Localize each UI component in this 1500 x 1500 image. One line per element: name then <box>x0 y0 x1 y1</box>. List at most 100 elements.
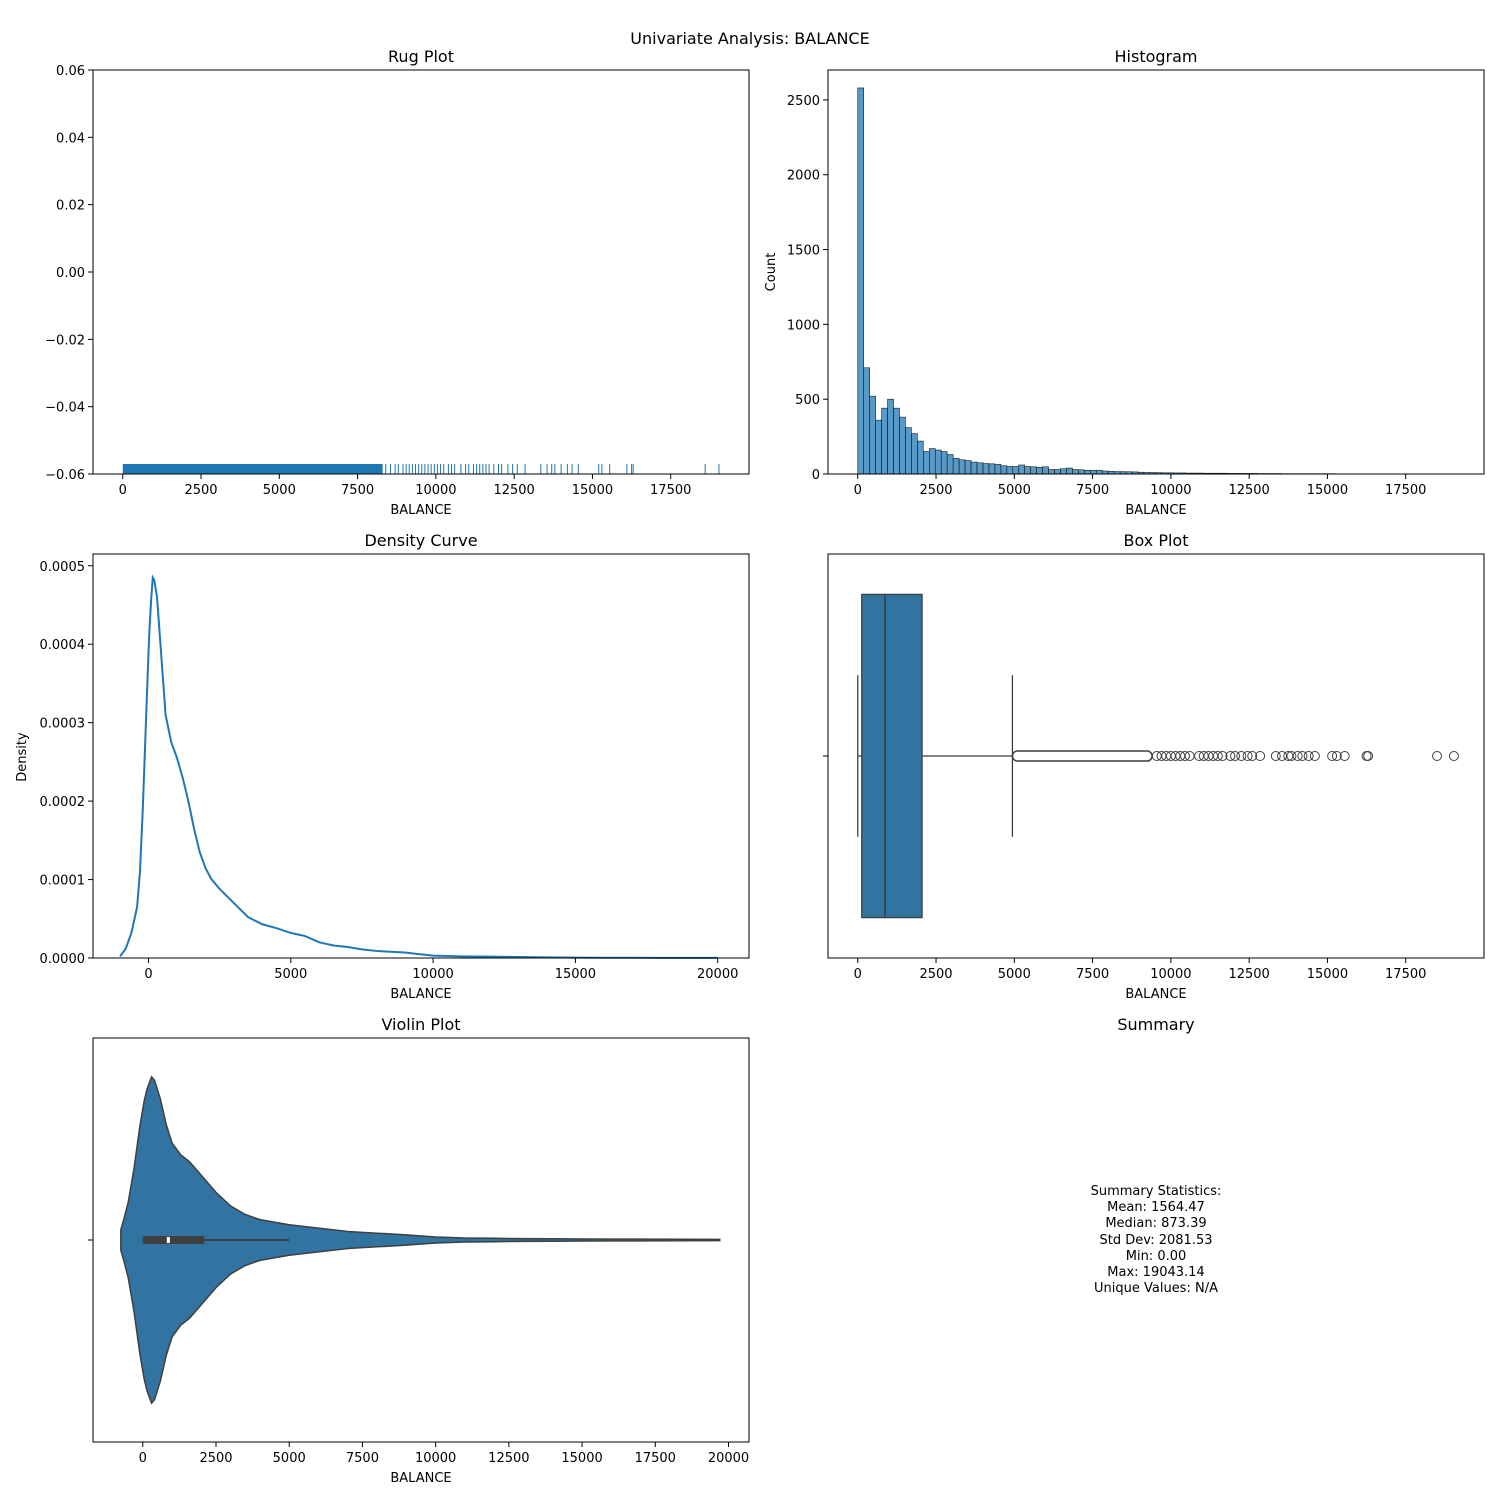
density-ytick-label: 0.0004 <box>40 638 86 653</box>
histogram-bar <box>887 398 894 475</box>
hist-xtick-label: 15000 <box>1307 483 1348 498</box>
box-plot-xlabel: BALANCE <box>1125 987 1186 1002</box>
violin-plot-ticks: 0 2500 5000 7500 10000 12500 15000 17500 20000 <box>88 1239 749 1466</box>
violin-plot-xlabel: BALANCE <box>390 1471 451 1486</box>
histogram-bar <box>976 462 984 475</box>
box-outlier-point <box>1363 751 1374 761</box>
histogram-bar <box>1018 464 1026 475</box>
violin-xtick-label: 10000 <box>415 1451 456 1466</box>
hist-ytick-label: 1500 <box>787 244 820 259</box>
box-outlier-point <box>1303 751 1314 761</box>
rug-ytick-label: −0.02 <box>45 333 85 348</box>
violin-iqr-bar <box>142 1236 205 1244</box>
histogram-bar <box>1024 466 1031 475</box>
rug-dense-band <box>122 464 383 474</box>
box-plot-title: Box Plot <box>1124 531 1189 550</box>
box-outlier-point <box>1225 751 1236 761</box>
violin-xtick-label: 17500 <box>635 1451 676 1466</box>
histogram-bar <box>911 433 918 475</box>
histogram-bar <box>1060 468 1067 475</box>
histogram-bar <box>875 419 882 475</box>
box-outlier-point <box>1255 751 1266 761</box>
box-xtick-label: 7500 <box>1076 967 1109 982</box>
histogram-bar <box>917 440 924 475</box>
rug-xtick-label: 0 <box>119 483 127 498</box>
hist-xtick-label: 0 <box>854 483 862 498</box>
hist-ytick-label: 2000 <box>787 169 820 184</box>
rug-ytick-label: 0.06 <box>56 64 85 79</box>
histogram-panel: Histogram BALANCE Count 0 2500 5000 7500 100… <box>764 47 1485 518</box>
density-curve-marks <box>119 574 718 959</box>
histogram-bar <box>1000 465 1008 475</box>
hist-xtick-label: 5000 <box>998 483 1031 498</box>
rug-plot-xlabel: BALANCE <box>390 503 451 518</box>
density-curve-ticks: 0 5000 10000 15000 20000 0.0000 0.0001 0.0002 0.… <box>40 560 739 982</box>
histogram-bar <box>952 457 960 475</box>
histogram-bar <box>940 451 948 475</box>
violin-xtick-label: 12500 <box>488 1451 529 1466</box>
histogram-bar <box>1030 466 1037 475</box>
box-xtick-label: 0 <box>854 967 862 982</box>
rug-plot-panel: Rug Plot BALANCE 0 2500 5000 7500 10000 12500… <box>45 47 750 518</box>
box-xtick-label: 5000 <box>998 967 1031 982</box>
box-xtick-label: 12500 <box>1228 967 1269 982</box>
hist-xtick-label: 17500 <box>1385 483 1426 498</box>
summary-line-unique: Unique Values: N/A <box>1094 1281 1218 1296</box>
rug-xtick-label: 15000 <box>572 483 613 498</box>
box-plot-panel: Box Plot BALANCE 0 2500 5000 7500 10000 12500… <box>823 531 1485 1002</box>
density-curve-title: Density Curve <box>364 531 477 550</box>
figure-suptitle: Univariate Analysis: BALANCE <box>630 29 869 48</box>
box-plot-ticks: 0 2500 5000 7500 10000 12500 15000 17500 <box>823 755 1426 982</box>
violin-median-marker <box>166 1237 170 1243</box>
histogram-bar <box>1084 469 1091 475</box>
density-ytick-label: 0.0001 <box>40 874 86 889</box>
density-xtick-label: 20000 <box>697 967 738 982</box>
density-ytick-label: 0.0002 <box>40 795 86 810</box>
box-xtick-label: 10000 <box>1150 967 1191 982</box>
histogram-bar <box>1054 469 1061 475</box>
rug-xtick-label: 7500 <box>341 483 374 498</box>
box-outlier-point <box>1327 751 1338 761</box>
rug-xtick-label: 10000 <box>415 483 456 498</box>
box-outlier-point <box>1242 751 1253 761</box>
box-xtick-label: 2500 <box>919 967 952 982</box>
density-curve-ylabel: Density <box>15 732 30 782</box>
density-ytick-label: 0.0003 <box>40 717 86 732</box>
box-outlier-point <box>1448 751 1459 761</box>
hist-xtick-label: 2500 <box>919 483 952 498</box>
summary-line-mean: Mean: 1564.47 <box>1107 1200 1205 1215</box>
histogram-bar <box>1012 466 1020 475</box>
rug-ytick-label: 0.00 <box>56 266 85 281</box>
histogram-title: Histogram <box>1115 47 1198 66</box>
rug-xtick-label: 2500 <box>184 483 217 498</box>
box-outlier-point <box>1247 751 1258 761</box>
box-outlier-point <box>1270 751 1281 761</box>
histogram-xlabel: BALANCE <box>1125 503 1186 518</box>
violin-plot-frame <box>92 1037 750 1443</box>
violin-plot-title: Violin Plot <box>381 1015 460 1034</box>
density-ytick-label: 0.0005 <box>40 560 86 575</box>
rug-ytick-label: −0.04 <box>45 401 85 416</box>
summary-line-std: Std Dev: 2081.53 <box>1100 1233 1213 1248</box>
histogram-bar <box>1048 469 1055 475</box>
rug-plot-ticks: 0 2500 5000 7500 10000 12500 15000 17500 −0.06 −0… <box>45 64 691 498</box>
rug-xtick-label: 5000 <box>263 483 296 498</box>
histogram-bar <box>1066 467 1073 475</box>
violin-xtick-label: 0 <box>139 1451 147 1466</box>
box-outlier-point <box>1331 751 1342 761</box>
histogram-bar <box>1072 469 1079 475</box>
violin-xtick-label: 15000 <box>561 1451 602 1466</box>
histogram-bar <box>1089 469 1097 475</box>
histogram-bar <box>863 367 870 475</box>
density-xtick-label: 0 <box>144 967 152 982</box>
box-outlier-point <box>1212 751 1223 761</box>
density-xtick-label: 15000 <box>555 967 596 982</box>
hist-ytick-label: 0 <box>812 468 820 483</box>
box-outlier-point <box>1286 751 1297 761</box>
hist-xtick-label: 12500 <box>1228 483 1269 498</box>
density-xtick-label: 5000 <box>274 967 307 982</box>
histogram-bar <box>934 449 942 475</box>
rug-ytick-label: 0.02 <box>56 199 85 214</box>
histogram-bar <box>982 463 990 475</box>
